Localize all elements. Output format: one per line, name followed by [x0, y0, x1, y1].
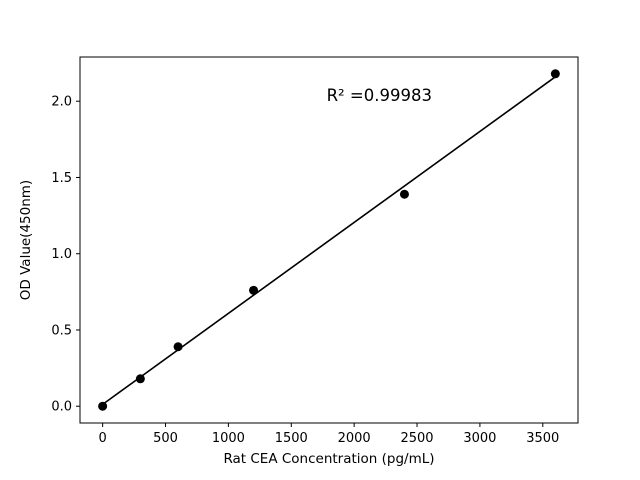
x-tick-label: 1000 — [212, 431, 245, 446]
y-tick-label: 1.0 — [51, 247, 72, 262]
data-point — [173, 342, 183, 352]
x-tick-label: 2500 — [400, 431, 433, 446]
data-point — [135, 374, 145, 384]
x-tick-label: 500 — [153, 431, 178, 446]
y-axis-label: OD Value(450nm) — [18, 180, 34, 300]
data-point — [98, 401, 108, 411]
x-axis-label: Rat CEA Concentration (pg/mL) — [223, 451, 434, 467]
plot-frame — [79, 56, 579, 424]
x-tick-label: 2000 — [338, 431, 371, 446]
y-tick-label: 0.0 — [51, 400, 72, 415]
fit-line — [102, 76, 556, 406]
data-point — [249, 285, 259, 295]
data-point — [550, 69, 560, 79]
x-tick-label: 1500 — [275, 431, 308, 446]
y-tick-label: 2.0 — [51, 95, 72, 110]
x-tick-label: 3500 — [526, 431, 559, 446]
y-tick-label: 1.5 — [51, 171, 72, 186]
y-tick-label: 0.5 — [51, 323, 72, 338]
x-tick-label: 0 — [98, 431, 106, 446]
x-tick-label: 3000 — [463, 431, 496, 446]
r-squared-annotation: R² =0.99983 — [327, 86, 432, 105]
data-point — [399, 189, 409, 199]
